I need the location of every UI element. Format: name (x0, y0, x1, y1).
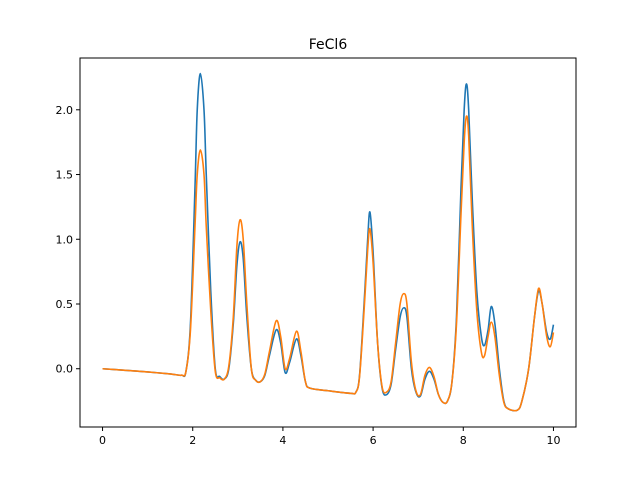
y-tick-label: 1.5 (56, 169, 74, 182)
series-lines (102, 72, 555, 412)
y-axis: 0.0 0.5 1.0 1.5 2.0 (56, 104, 80, 376)
y-tick-label: 0.0 (56, 363, 74, 376)
y-tick-label: 1.0 (56, 233, 74, 246)
x-tick-label: 6 (370, 434, 377, 447)
y-tick-label: 0.5 (56, 298, 74, 311)
x-tick-label: 2 (189, 434, 196, 447)
chart-title: FeCl6 (309, 37, 348, 53)
x-tick-label: 8 (460, 434, 467, 447)
x-tick-label: 4 (279, 434, 286, 447)
y-tick-label: 2.0 (56, 104, 74, 117)
x-tick-label: 10 (546, 434, 560, 447)
plot-area-frame (79, 57, 577, 428)
x-axis: 0 2 4 6 8 10 (99, 427, 560, 447)
series-line-2 (102, 115, 555, 412)
x-tick-label: 0 (99, 434, 106, 447)
